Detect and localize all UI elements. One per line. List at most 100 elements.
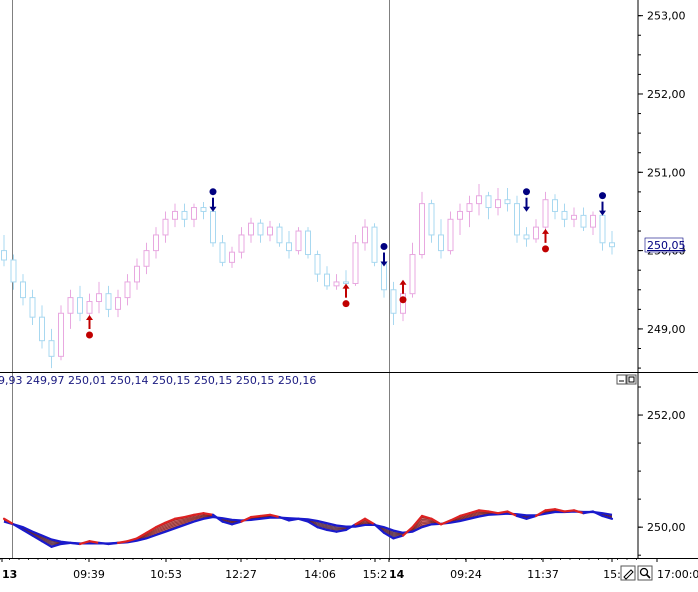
fast-ma-segment	[306, 520, 319, 529]
candle	[590, 211, 596, 235]
fast-ma-segment	[525, 514, 538, 520]
fast-ma-segment	[401, 526, 414, 537]
candle	[115, 289, 121, 318]
sell-signal-marker	[523, 188, 530, 212]
candle-body	[200, 207, 207, 212]
fast-ma-segment	[50, 542, 63, 548]
fast-ma-segment	[69, 541, 82, 546]
candle-body	[571, 214, 577, 220]
candle	[248, 217, 254, 243]
buy-dot	[542, 245, 549, 253]
time-tick-label: 13	[2, 568, 17, 581]
candle	[371, 223, 378, 267]
fast-ma-segment	[202, 512, 215, 516]
fast-ma-segment	[515, 514, 528, 520]
time-tick-label: 14	[389, 568, 405, 581]
candle-body	[153, 234, 159, 252]
fast-ma-segment	[107, 541, 120, 546]
candle-body	[286, 242, 292, 252]
candle	[409, 242, 416, 298]
fast-ma-segment	[173, 515, 186, 520]
candle	[29, 289, 36, 326]
buy-signal-marker	[86, 315, 93, 339]
time-tick-label: 10:53	[150, 568, 182, 581]
fast-ma-segment	[126, 537, 139, 543]
sell-dot	[523, 188, 530, 196]
candle	[96, 281, 102, 314]
panel-minimize-button[interactable]	[616, 374, 627, 385]
fast-ma-segment	[449, 514, 462, 522]
time-tick-label: 14:06	[304, 568, 336, 581]
candle	[609, 231, 615, 255]
candle	[314, 250, 321, 282]
candle	[181, 203, 188, 228]
candle-body	[210, 210, 216, 244]
fast-ma-segment	[487, 510, 500, 515]
candle-body	[333, 281, 340, 287]
fast-ma-segment	[477, 509, 490, 513]
candle	[286, 231, 292, 259]
zoom-button[interactable]	[637, 565, 653, 581]
candle-body	[191, 207, 197, 220]
candle-body	[276, 226, 283, 244]
time-tick-label: 11:37	[527, 568, 559, 581]
candle-body	[10, 259, 17, 283]
candle-body	[172, 210, 178, 220]
fast-ma-segment	[411, 514, 424, 529]
fast-ma-segment	[496, 510, 509, 515]
candle	[172, 203, 178, 228]
time-tick-label: 15:2	[363, 568, 388, 581]
candle	[276, 223, 283, 247]
time-tick-label: 09:24	[450, 568, 482, 581]
price-tick-label: 251,00	[647, 166, 686, 179]
time-tick-label: 12:27	[225, 568, 257, 581]
candle-body	[295, 230, 302, 252]
candle	[105, 285, 112, 318]
fast-ma-segment	[31, 534, 44, 543]
fast-ma-segment	[183, 513, 196, 519]
candle-body	[609, 242, 615, 248]
sell-dot	[599, 192, 606, 200]
candle	[514, 195, 520, 243]
fast-ma-segment	[40, 540, 53, 548]
candle-body	[238, 234, 245, 253]
candle	[485, 191, 492, 220]
edit-button[interactable]	[620, 565, 636, 581]
sell-dot	[209, 188, 217, 196]
fast-ma-segment	[534, 509, 547, 518]
candle	[77, 285, 83, 322]
fast-ma-segment	[468, 509, 481, 515]
candle-body	[533, 226, 539, 240]
candle-body	[324, 273, 330, 287]
candle-body	[29, 297, 36, 318]
candle	[352, 234, 359, 286]
candle-body	[162, 218, 169, 236]
fast-ma-segment	[21, 528, 34, 537]
fast-ma-segment	[563, 509, 576, 513]
candle-body	[39, 316, 45, 342]
time-tick-label: 17:00:0	[657, 568, 698, 581]
candle-body	[343, 281, 349, 285]
candle-body	[504, 199, 511, 205]
panel-maximize-button[interactable]	[626, 374, 637, 385]
candle-body	[495, 199, 501, 209]
candle-body	[229, 251, 235, 263]
fast-ma-segment	[240, 515, 253, 523]
sell-signal-marker	[599, 192, 606, 216]
candle-body	[181, 210, 188, 220]
fast-ma-segment	[344, 523, 357, 532]
fast-ma-segment	[335, 528, 348, 533]
fast-ma-segment	[278, 515, 291, 522]
price-tick-label: 253,00	[647, 10, 686, 23]
fast-ma-segment	[2, 517, 15, 526]
candle	[580, 207, 587, 232]
buy-dot	[342, 300, 350, 308]
fast-ma-segment	[316, 526, 329, 532]
current-price-box	[644, 237, 684, 253]
fast-ma-segment	[97, 541, 110, 546]
candle-body	[523, 234, 530, 240]
fast-ma-segment	[154, 521, 167, 529]
candle	[20, 274, 26, 306]
candle-body	[86, 301, 93, 314]
